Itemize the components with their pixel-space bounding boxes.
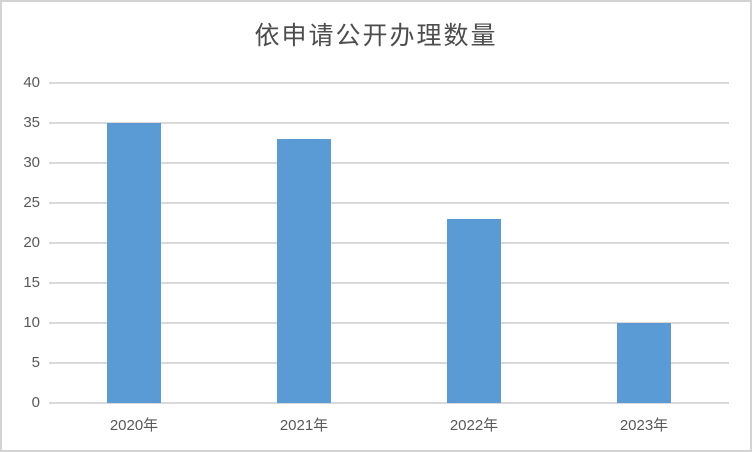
- bar-2023年: [617, 323, 671, 403]
- gridline-40: [49, 82, 729, 84]
- gridline-0: [49, 402, 729, 404]
- bar-2020年: [107, 123, 161, 403]
- gridline-5: [49, 362, 729, 364]
- plot-area: [49, 82, 729, 404]
- y-tick-label-25: 25: [23, 194, 40, 211]
- gridline-30: [49, 162, 729, 164]
- y-tick-label-30: 30: [23, 154, 40, 171]
- y-tick-label-40: 40: [23, 74, 40, 91]
- gridline-10: [49, 322, 729, 324]
- x-tick-label-2022年: 2022年: [449, 417, 499, 434]
- x-tick-label-2021年: 2021年: [279, 417, 329, 434]
- y-tick-label-0: 0: [31, 394, 40, 411]
- gridline-25: [49, 202, 729, 204]
- gridline-35: [49, 122, 729, 124]
- y-tick-label-15: 15: [23, 274, 40, 291]
- x-tick-label-2020年: 2020年: [109, 417, 159, 434]
- x-tick-label-2023年: 2023年: [619, 417, 669, 434]
- gridline-15: [49, 282, 729, 284]
- bar-2022年: [447, 219, 501, 403]
- y-tick-label-10: 10: [23, 314, 40, 331]
- chart-title: 依申请公开办理数量: [254, 21, 498, 50]
- y-tick-label-35: 35: [23, 114, 40, 131]
- y-tick-label-20: 20: [23, 234, 40, 251]
- gridline-20: [49, 242, 729, 244]
- bar-2021年: [277, 139, 331, 403]
- y-tick-label-5: 5: [31, 354, 40, 371]
